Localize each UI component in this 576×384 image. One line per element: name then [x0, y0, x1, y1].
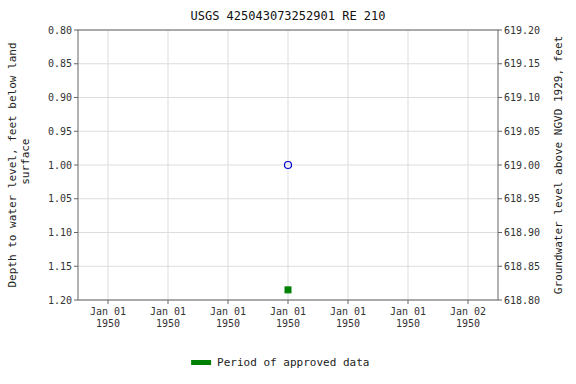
text-line: Jan 01 — [390, 306, 426, 317]
tick — [498, 232, 502, 233]
tick — [468, 300, 469, 304]
marks — [285, 162, 292, 293]
grid-line — [108, 30, 109, 300]
text-line: Jan 01 — [210, 306, 246, 317]
tick — [498, 266, 502, 267]
text-line: Depth to water level, feet below land — [6, 42, 19, 287]
tick — [498, 300, 502, 301]
legend: Period of approved data — [191, 356, 369, 369]
tick — [498, 198, 502, 199]
grid-line — [468, 30, 469, 300]
grid-line — [168, 30, 169, 300]
tick — [498, 97, 502, 98]
text-line: 1950 — [96, 318, 120, 329]
point — [285, 287, 291, 293]
legend-swatch — [191, 360, 211, 365]
point — [285, 162, 292, 169]
plot-frame — [78, 30, 498, 300]
tick-label: Jan 021950 — [450, 306, 486, 329]
text-line: 1950 — [396, 318, 420, 329]
text-line: Jan 01 — [330, 306, 366, 317]
tick-label: Jan 011950 — [210, 306, 246, 329]
tick — [498, 165, 502, 166]
tick — [74, 63, 78, 64]
tick-label: 1.15 — [48, 261, 72, 272]
tick-label: 1.10 — [48, 227, 72, 238]
text-line: surface — [19, 139, 32, 192]
tick — [74, 30, 78, 31]
tick-label: 0.95 — [48, 126, 72, 137]
title: USGS 425043073252901 RE 210 — [190, 9, 385, 23]
tick — [74, 165, 78, 166]
tick-label: 0.80 — [48, 25, 72, 36]
tick-label: 619.05 — [504, 126, 540, 137]
grid-line — [288, 30, 289, 300]
grid-line — [408, 30, 409, 300]
tick — [74, 266, 78, 267]
tick — [168, 300, 169, 304]
tick-label: Jan 011950 — [330, 306, 366, 329]
tick-label: 618.80 — [504, 295, 540, 306]
y-axis-label: Depth to water level, feet below land su… — [6, 42, 32, 287]
text-line: 1950 — [336, 318, 360, 329]
text-line: 1950 — [156, 318, 180, 329]
text-line: Groundwater level above NGVD 1929, feet — [552, 36, 565, 294]
tick-label: 1.00 — [48, 160, 72, 171]
y2-axis: 619.20 619.15 619.10 619.05 619.00 618.95 618.… — [498, 25, 540, 306]
tick — [498, 131, 502, 132]
tick-label: Jan 011950 — [150, 306, 186, 329]
tick-label: Jan 011950 — [390, 306, 426, 329]
legend-label: Period of approved data — [217, 356, 369, 369]
y2-label-group: Groundwater level above NGVD 1929, feet — [552, 36, 565, 294]
grid-line — [228, 30, 229, 300]
y-label-group: Depth to water level, feet below land su… — [6, 42, 32, 287]
tick-label: 619.20 — [504, 25, 540, 36]
tick — [498, 30, 502, 31]
tick — [288, 300, 289, 304]
tick — [228, 300, 229, 304]
tick — [108, 300, 109, 304]
tick — [74, 198, 78, 199]
tick — [348, 300, 349, 304]
tick-label: 618.95 — [504, 193, 540, 204]
text-line: Jan 02 — [450, 306, 486, 317]
tick-label: 618.90 — [504, 227, 540, 238]
tick-label: 619.15 — [504, 58, 540, 69]
tick-label: 1.05 — [48, 193, 72, 204]
text-line: 1950 — [456, 318, 480, 329]
tick-label: 619.10 — [504, 92, 540, 103]
text-line: Jan 01 — [90, 306, 126, 317]
text-line: Jan 01 — [150, 306, 186, 317]
y-axis: 0.80 0.85 0.90 0.95 1.00 1.05 1.10 1.15 1.20 — [48, 25, 78, 306]
tick-label: 0.85 — [48, 58, 72, 69]
y2-axis-label: Groundwater level above NGVD 1929, feet — [552, 36, 565, 294]
text-line: 1950 — [276, 318, 300, 329]
grid-line — [348, 30, 349, 300]
text-line: Jan 01 — [270, 306, 306, 317]
chart: 0.80 0.85 0.90 0.95 1.00 1.05 1.10 1.15 1.20 619.… — [0, 0, 576, 384]
tick — [74, 232, 78, 233]
tick-label: 0.90 — [48, 92, 72, 103]
tick-label: Jan 011950 — [270, 306, 306, 329]
tick-label: Jan 011950 — [90, 306, 126, 329]
text-line: 1950 — [216, 318, 240, 329]
x-axis: Jan 011950Jan 011950Jan 011950Jan 011950… — [90, 300, 486, 329]
tick — [74, 300, 78, 301]
tick-label: 618.85 — [504, 261, 540, 272]
tick — [74, 131, 78, 132]
tick — [498, 63, 502, 64]
tick-label: 619.00 — [504, 160, 540, 171]
tick — [408, 300, 409, 304]
tick — [74, 97, 78, 98]
grid — [78, 30, 498, 300]
tick-label: 1.20 — [48, 295, 72, 306]
